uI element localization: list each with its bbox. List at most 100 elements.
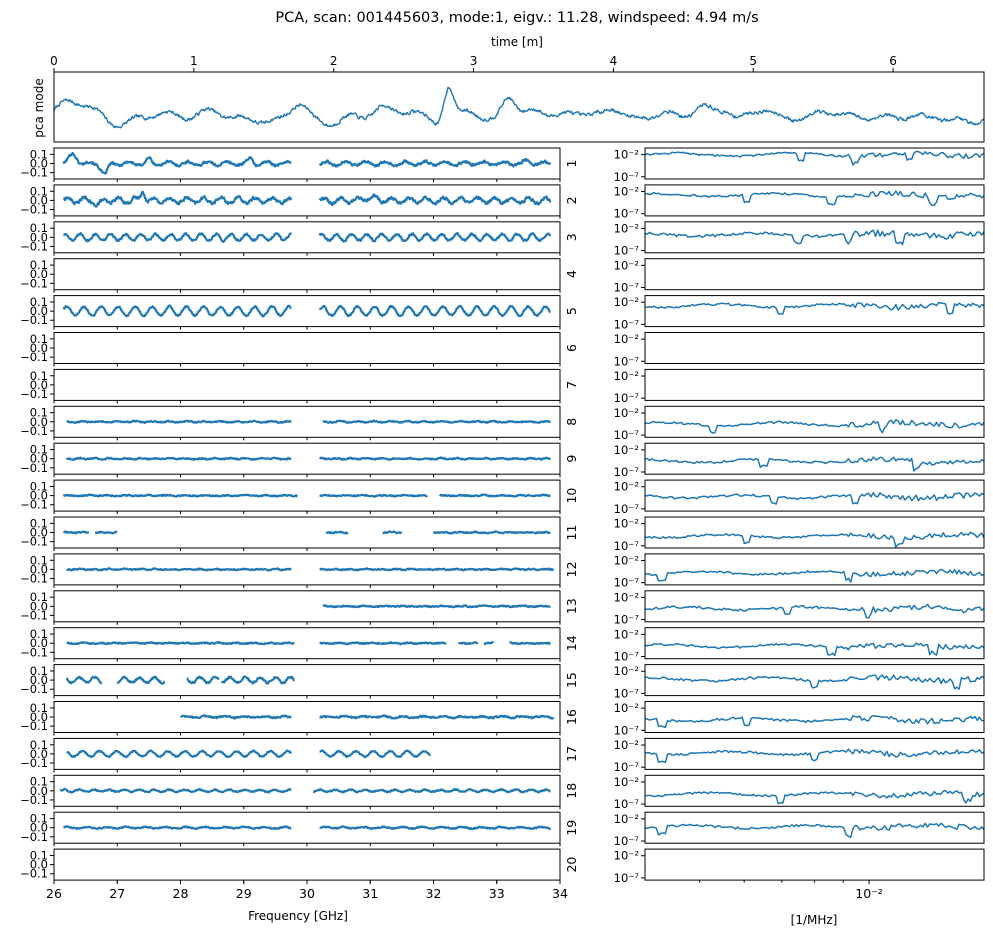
power-ytick-label: 10⁻⁷: [614, 723, 640, 737]
spectrum-line-18-1: [312, 788, 551, 794]
power-ytick-label: 10⁻²: [614, 185, 639, 199]
spectrum-ytick-label: 0.0: [30, 304, 48, 318]
spectrum-panel-10: 0.10.0−0.1 10: [20, 479, 579, 515]
frequency-axis-label: Frequency [GHz]: [248, 909, 348, 923]
spectrum-line-15-3: [220, 675, 296, 685]
frequency-tick-label: 27: [109, 886, 125, 901]
spectrum-ytick-label: −0.1: [20, 535, 48, 549]
spectrum-ytick-label: 0.1: [30, 184, 48, 198]
spectrum-line-14-3: [483, 641, 495, 646]
spectrum-ytick-label: 0.1: [30, 553, 48, 567]
time-tick-label: 1: [190, 54, 198, 68]
power-ytick-label: 10⁻²: [614, 627, 639, 641]
spectrum-ytick-label: 0.1: [30, 147, 48, 161]
power-panel-12: 10⁻² 10⁻⁷: [614, 553, 985, 590]
channel-label-17: 17: [564, 746, 579, 762]
spectrum-ytick-label: −0.1: [20, 166, 48, 180]
time-tick-label: 4: [610, 54, 618, 68]
power-frame-13: [644, 590, 985, 623]
spectra-panels: 0.10.0−0.110.10.0−0.120.10.0−0.130.10.0−…: [20, 147, 579, 901]
power-panel-1: 10⁻² 10⁻⁷: [614, 147, 985, 184]
power-ytick-label: 10⁻²: [614, 701, 639, 715]
power-ytick-label: 10⁻²: [614, 258, 639, 272]
spectrum-ytick-label: 0.1: [30, 627, 48, 641]
power-line-10: [645, 491, 985, 505]
power-panel-14: 10⁻² 10⁻⁷: [614, 627, 985, 663]
spectrum-ytick-label: −0.1: [20, 313, 48, 327]
spectrum-ytick-label: 0.0: [30, 673, 48, 687]
spectrum-panel-3: 0.10.0−0.1 3: [20, 221, 579, 256]
spectrum-ytick-label: 0.0: [30, 562, 48, 576]
channel-label-9: 9: [564, 455, 579, 463]
spectrum-panel-11: 0.10.0−0.1 11: [20, 516, 579, 551]
spectrum-ytick-label: 0.0: [30, 489, 48, 503]
power-panel-9: 10⁻² 10⁻⁷: [614, 442, 985, 479]
spectrum-line-16-1: [319, 714, 555, 720]
power-line-3: [644, 229, 985, 246]
spectrum-line-11-0: [62, 530, 90, 535]
power-ytick-label: 10⁻⁷: [614, 834, 640, 848]
channel-label-12: 12: [564, 561, 579, 577]
spectrum-ytick-label: 0.1: [30, 738, 48, 752]
power-ytick-label: 10⁻⁷: [614, 686, 640, 700]
spectrum-ytick-label: −0.1: [20, 203, 48, 217]
power-frame-16: [644, 701, 985, 733]
spectrum-ytick-label: 0.0: [30, 415, 48, 429]
time-axis-label: time [m]: [491, 35, 543, 49]
spectrum-line-2-1: [318, 193, 552, 207]
spectrum-line-19-1: [319, 825, 552, 831]
spectrum-line-8-1: [322, 419, 551, 424]
spectrum-line-10-0: [62, 493, 298, 498]
spectrum-line-5-0: [62, 304, 292, 318]
spectrum-ytick-label: −0.1: [20, 239, 48, 253]
spectrum-line-3-1: [318, 231, 552, 243]
spectrum-ytick-label: 0.1: [30, 516, 48, 530]
spectrum-ytick-label: 0.0: [30, 636, 48, 650]
spectrum-line-1-1: [318, 158, 552, 168]
power-panel-13: 10⁻² 10⁻⁷: [614, 590, 985, 627]
channel-label-20: 20: [564, 857, 579, 873]
power-frame-1: [644, 147, 985, 180]
power-line-17: [644, 748, 985, 764]
power-ytick-label: 10⁻²: [614, 332, 639, 346]
power-ytick-label: 10⁻²: [614, 849, 639, 863]
power-line-9: [644, 456, 985, 472]
power-ytick-label: 10⁻⁷: [614, 354, 640, 368]
power-frame-17: [644, 737, 985, 770]
frequency-tick-label: 26: [46, 886, 62, 901]
spectrum-ytick-label: 0.0: [30, 230, 48, 244]
spectrum-ytick-label: 0.1: [30, 848, 48, 862]
power-line-18: [645, 789, 985, 805]
power-ytick-label: 10⁻⁷: [614, 317, 640, 331]
figure-title: PCA, scan: 001445603, mode:1, eigv.: 11.…: [275, 10, 758, 26]
power-ytick-label: 10⁻²: [614, 221, 639, 235]
power-panel-8: 10⁻² 10⁻⁷: [614, 405, 985, 442]
spectrum-ytick-label: 0.1: [30, 295, 48, 309]
power-line-2: [644, 190, 985, 207]
spectrum-line-9-1: [319, 456, 551, 461]
power-panel-19: 10⁻² 10⁻⁷: [614, 811, 985, 848]
spectrum-ytick-label: 0.1: [30, 258, 48, 272]
spectrum-line-17-0: [66, 749, 292, 759]
spectrum-ytick-label: 0.0: [30, 341, 48, 355]
power-ytick-label: 10⁻⁷: [614, 244, 640, 258]
spectrum-ytick-label: 0.0: [30, 452, 48, 466]
power-ytick-label: 10⁻⁷: [614, 170, 640, 184]
power-ytick-label: 10⁻⁷: [614, 465, 640, 479]
channel-label-3: 3: [564, 233, 579, 241]
spectrum-ytick-label: 0.0: [30, 526, 48, 540]
spectrum-ytick-label: 0.0: [30, 157, 48, 171]
spectrum-line-13-0: [322, 604, 551, 609]
power-ytick-label: 10⁻⁷: [614, 502, 640, 516]
power-frame-9: [644, 442, 985, 475]
frequency-tick-label: 33: [489, 886, 505, 901]
spectrum-ytick-label: 0.0: [30, 710, 48, 724]
power-frame-14: [644, 627, 985, 660]
spectrum-line-1-0: [62, 152, 292, 175]
spectrum-panel-18: 0.10.0−0.1 18: [20, 775, 579, 810]
spectrum-line-19-0: [62, 825, 292, 831]
power-panel-5: 10⁻² 10⁻⁷: [614, 295, 985, 331]
spectrum-line-9-0: [65, 456, 292, 461]
spectrum-ytick-label: 0.1: [30, 664, 48, 678]
